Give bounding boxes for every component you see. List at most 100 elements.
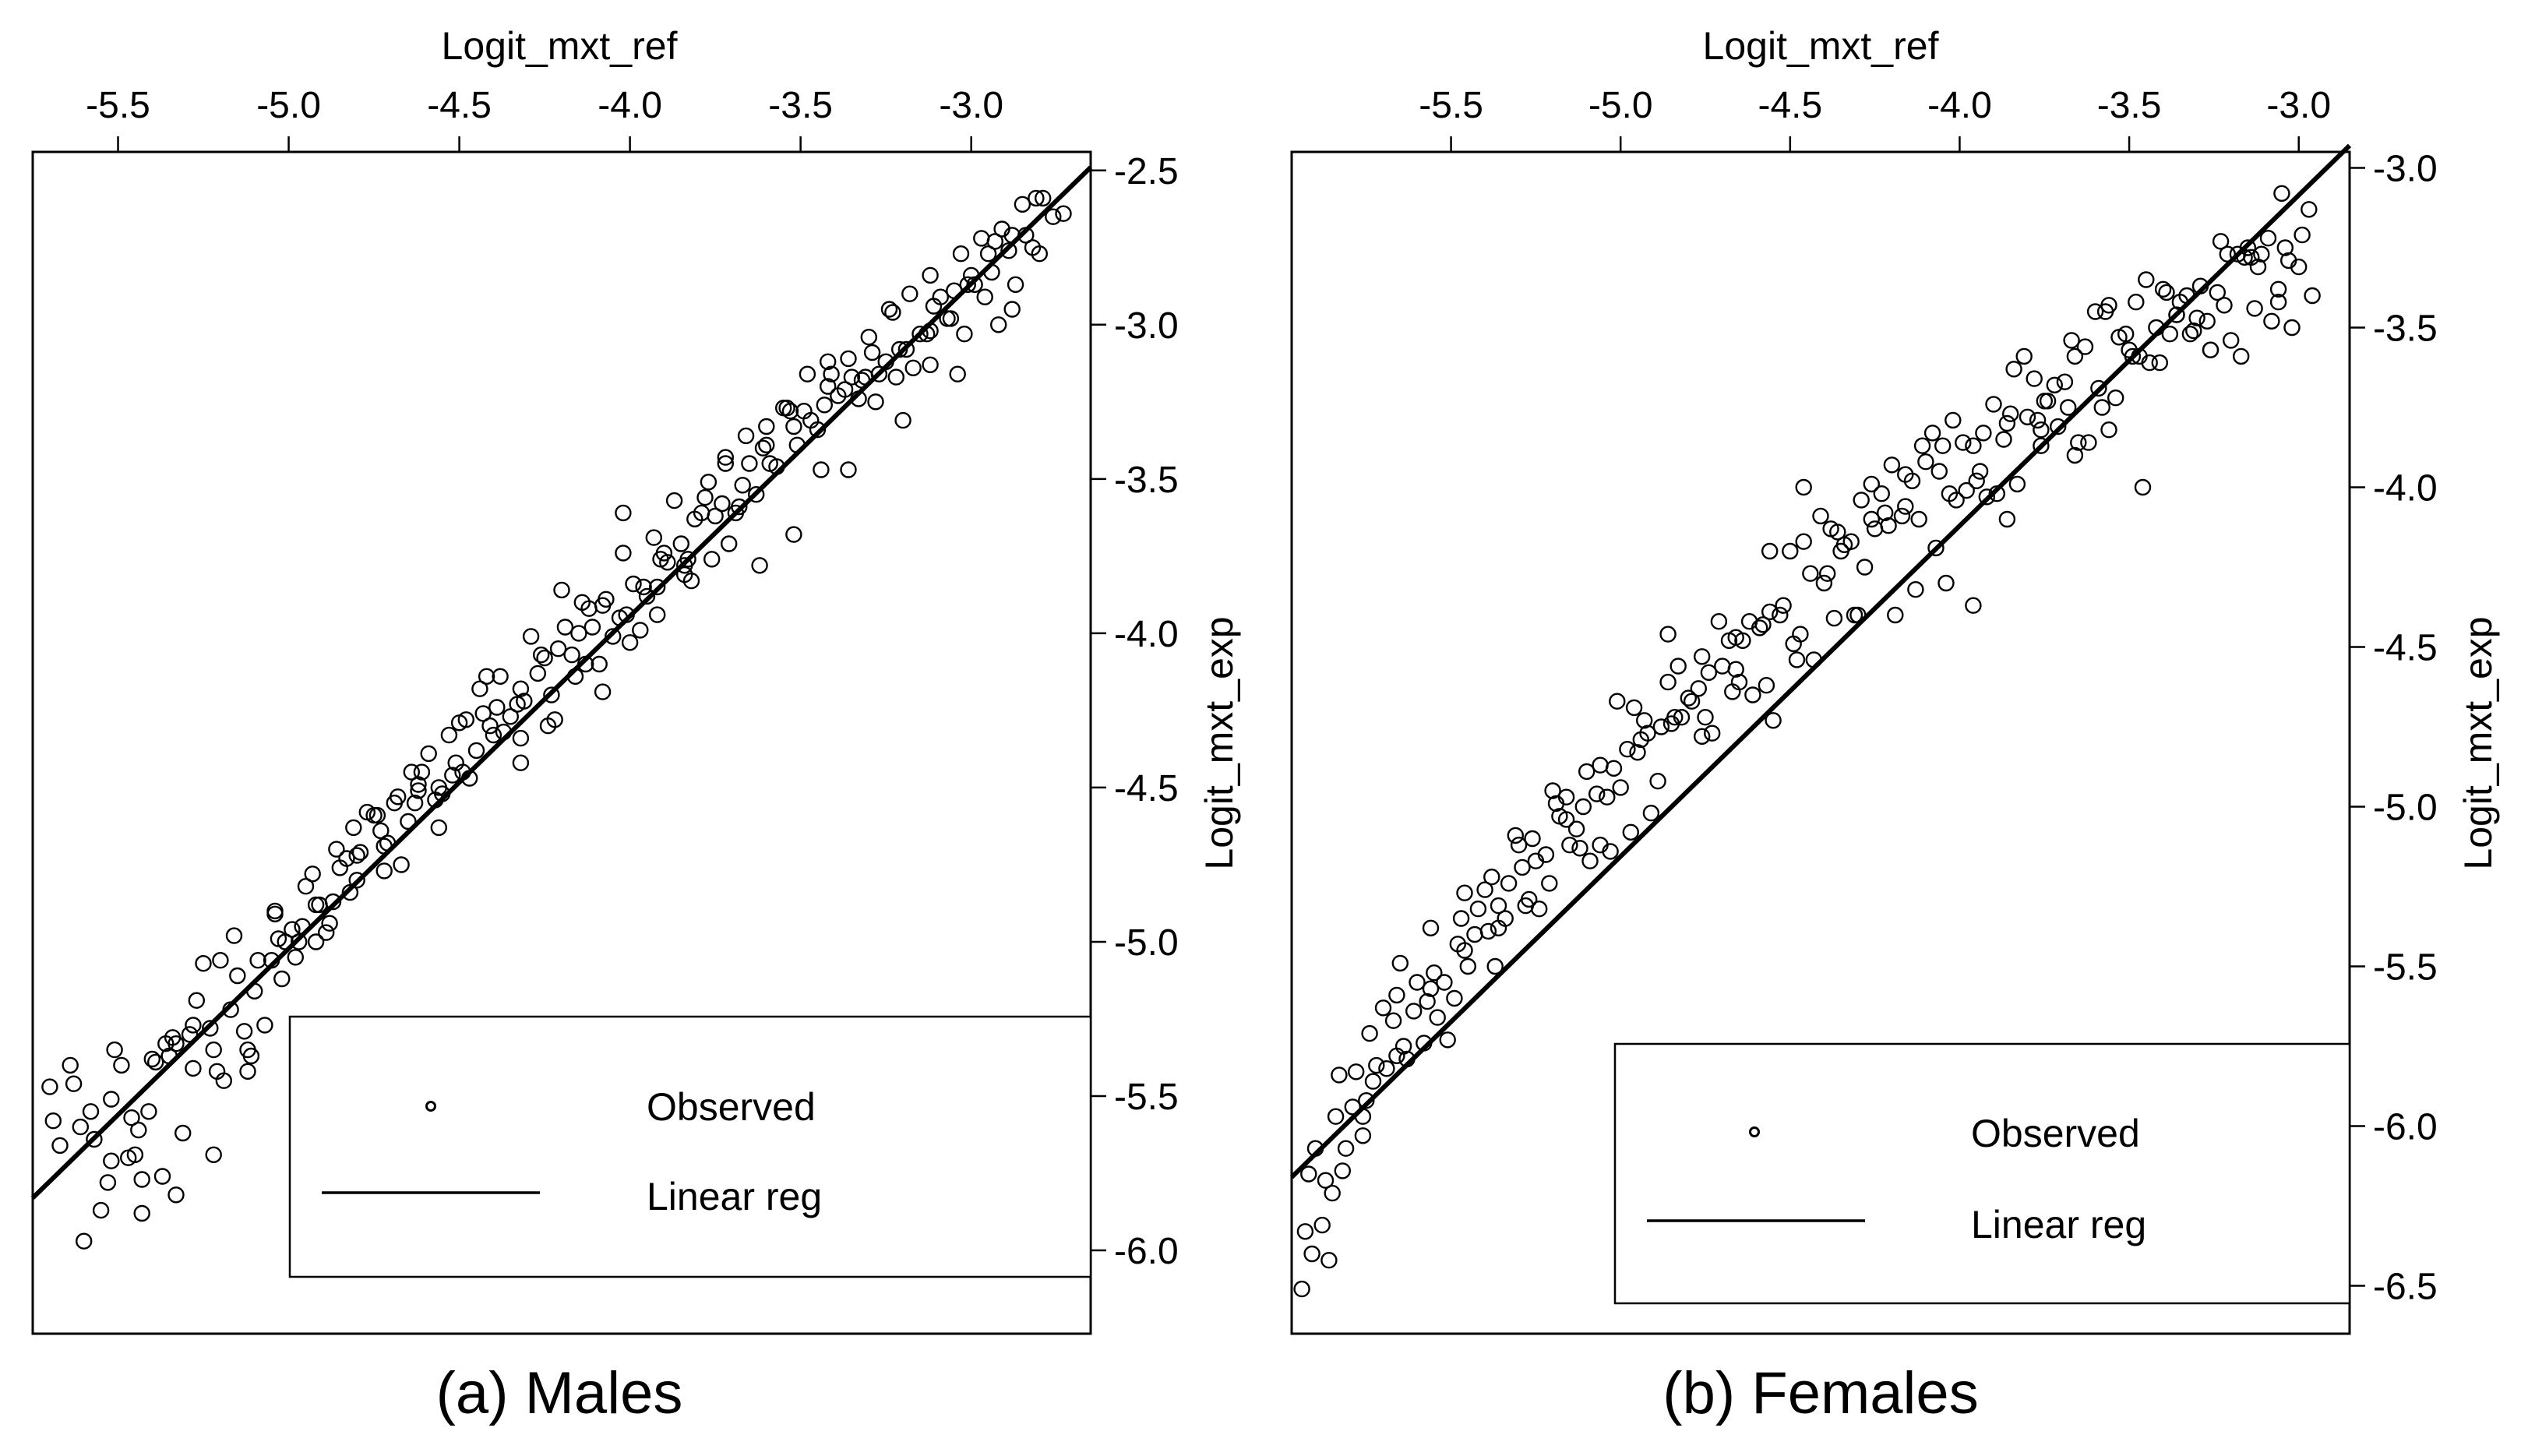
females-observed-point bbox=[2185, 322, 2202, 340]
females-observed-point bbox=[1331, 1066, 1348, 1084]
males-observed-point bbox=[113, 1056, 130, 1074]
females-observed-point bbox=[1941, 485, 1959, 502]
males-observed-point bbox=[679, 551, 696, 568]
females-observed-point bbox=[1578, 763, 1595, 781]
males-observed-point bbox=[51, 1137, 69, 1155]
females-observed-point bbox=[1880, 517, 1897, 534]
males-observed-point bbox=[665, 492, 683, 509]
females-observed-point bbox=[1571, 840, 1588, 857]
females-observed-point bbox=[1913, 437, 1931, 454]
males-y-tick-label: -4.0 bbox=[1114, 614, 1179, 655]
females-data-points bbox=[1293, 185, 2321, 1298]
males-observed-point bbox=[256, 1017, 273, 1034]
females-observed-point bbox=[2212, 233, 2230, 250]
males-observed-point bbox=[457, 711, 474, 728]
males-observed-point bbox=[376, 862, 393, 880]
females-y-tick-label: -5.5 bbox=[2373, 947, 2438, 989]
females-observed-point bbox=[1965, 437, 1982, 454]
males-observed-point bbox=[372, 822, 390, 840]
females-observed-point bbox=[1320, 1251, 1338, 1269]
males-observed-point bbox=[949, 365, 966, 383]
males-observed-point bbox=[403, 763, 420, 781]
males-observed-point bbox=[351, 844, 369, 861]
males-observed-point bbox=[393, 856, 410, 873]
females-observed-point bbox=[2239, 239, 2257, 256]
females-observed-point bbox=[1358, 1091, 1375, 1109]
males-observed-point bbox=[284, 921, 301, 938]
females-observed-point bbox=[1574, 798, 1592, 816]
males-y-tick-label: -3.5 bbox=[1114, 460, 1179, 501]
males-observed-point bbox=[751, 557, 768, 574]
females-observed-point bbox=[1476, 881, 1493, 898]
females-x-tick-label: -4.0 bbox=[1927, 85, 1992, 126]
males-observed-point bbox=[880, 301, 898, 318]
females-observed-point bbox=[2039, 393, 2057, 410]
females-observed-point bbox=[1632, 731, 1650, 749]
males-y-tick-label: -6.0 bbox=[1114, 1231, 1179, 1272]
males-observed-point bbox=[741, 455, 758, 472]
females-observed-point bbox=[1934, 437, 1952, 454]
females-observed-point bbox=[1829, 524, 1846, 541]
males-observed-point bbox=[205, 1041, 222, 1059]
females-observed-point bbox=[1727, 661, 1744, 678]
females-observed-point bbox=[1337, 1140, 1355, 1157]
females-legend: Observed Linear reg bbox=[1613, 1042, 2351, 1305]
males-observed-point bbox=[273, 970, 291, 988]
females-observed-point bbox=[2049, 418, 2067, 435]
males-y-axis-title: Logit_mxt_exp bbox=[1197, 616, 1241, 869]
males-observed-point bbox=[632, 622, 649, 639]
females-observed-point bbox=[2026, 370, 2043, 387]
females-observed-point bbox=[2263, 312, 2280, 330]
females-observed-point bbox=[2015, 347, 2033, 365]
males-observed-point bbox=[672, 535, 689, 552]
females-observed-point bbox=[1426, 964, 1443, 982]
females-observed-point bbox=[1853, 492, 1870, 509]
females-observed-point bbox=[1958, 481, 1975, 499]
females-observed-point bbox=[1775, 597, 1792, 614]
males-observed-point bbox=[348, 872, 365, 889]
females-observed-point bbox=[2294, 226, 2311, 244]
males-observed-point bbox=[106, 1041, 123, 1059]
males-y-tick-label: -5.0 bbox=[1114, 922, 1179, 964]
males-observed-point bbox=[1028, 189, 1045, 207]
males-observed-point bbox=[533, 646, 550, 664]
males-observed-point bbox=[625, 575, 642, 593]
females-observed-point bbox=[2246, 300, 2263, 317]
females-y-tick-label: -4.5 bbox=[2373, 628, 2438, 669]
males-observed-point bbox=[318, 924, 335, 941]
males-observed-point bbox=[239, 1041, 256, 1059]
males-observed-point bbox=[474, 705, 492, 722]
males-observed-point bbox=[761, 455, 778, 472]
females-observed-point bbox=[1409, 974, 1426, 991]
males-observed-point bbox=[911, 326, 929, 343]
males-observed-point bbox=[324, 893, 342, 911]
females-observed-point bbox=[1405, 1003, 1423, 1020]
males-observed-point bbox=[167, 1035, 185, 1052]
males-observed-point bbox=[512, 680, 530, 697]
males-x-tick-label: -5.0 bbox=[256, 85, 321, 126]
females-observed-point bbox=[2181, 326, 2199, 343]
females-observed-point bbox=[1313, 1216, 1331, 1234]
females-observed-point bbox=[1887, 606, 1904, 624]
females-observed-point bbox=[1897, 466, 1914, 483]
males-y-tick-label: -4.5 bbox=[1114, 768, 1179, 809]
males-observed-point bbox=[444, 767, 461, 784]
females-observed-point bbox=[1507, 827, 1525, 844]
females-observed-point bbox=[2134, 478, 2152, 496]
males-observed-point bbox=[863, 344, 881, 361]
males-observed-point bbox=[959, 276, 977, 293]
females-observed-point bbox=[1520, 890, 1538, 908]
males-observed-point bbox=[553, 581, 570, 599]
females-observed-point bbox=[1368, 1056, 1385, 1074]
males-observed-point bbox=[208, 1063, 226, 1081]
females-observed-point bbox=[2110, 329, 2128, 346]
females-observed-point bbox=[1965, 597, 1982, 614]
females-observed-point bbox=[1510, 836, 1528, 854]
females-observed-point bbox=[1300, 1165, 1317, 1183]
males-observed-point bbox=[731, 498, 748, 516]
males-observed-point bbox=[901, 285, 918, 302]
females-observed-point bbox=[1917, 453, 1934, 471]
females-observed-point bbox=[2124, 347, 2142, 365]
males-caption: (a) Males bbox=[436, 1360, 683, 1426]
females-observed-point bbox=[1910, 510, 1927, 528]
